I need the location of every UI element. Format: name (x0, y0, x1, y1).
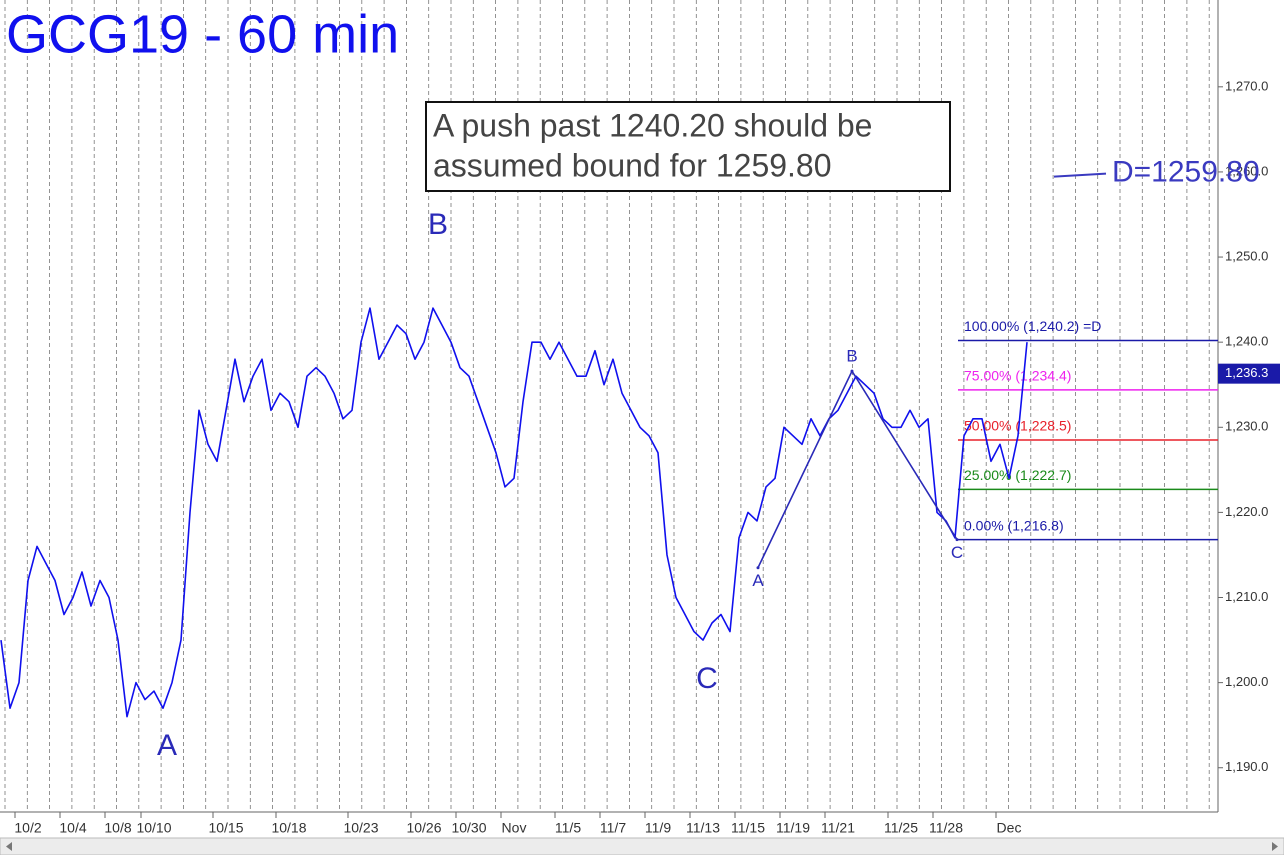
x-tick-label: 10/4 (59, 820, 86, 836)
pattern-label: A (752, 571, 764, 590)
x-tick-label: Dec (997, 820, 1022, 836)
wave-label: B (428, 208, 448, 241)
target-line (1053, 172, 1107, 178)
fib-label: 25.00% (1,222.7) (964, 467, 1071, 483)
wave-label: C (696, 662, 718, 695)
y-tick-label: 1,270.0 (1225, 78, 1268, 93)
y-tick-label: 1,190.0 (1225, 759, 1268, 774)
pattern-label: B (846, 347, 857, 366)
x-tick-label: 10/15 (208, 820, 243, 836)
x-tick-label: 11/25 (884, 820, 918, 836)
annotation-line: A push past 1240.20 should be (433, 107, 872, 143)
y-tick-label: 1,230.0 (1225, 419, 1268, 434)
pattern-line (757, 369, 958, 569)
pattern-label: C (951, 543, 963, 562)
scroll-right[interactable] (1272, 842, 1278, 851)
last-price-label: 1,236.3 (1225, 365, 1268, 380)
annotation-box (425, 101, 951, 192)
x-tick-label: 10/23 (343, 820, 378, 836)
x-tick-label: 10/8 (104, 820, 131, 836)
x-tick-label: 10/26 (406, 820, 441, 836)
y-tick-label: 1,240.0 (1225, 334, 1268, 349)
y-tick-label: 1,210.0 (1225, 589, 1268, 604)
y-tick-label: 1,200.0 (1225, 674, 1268, 689)
x-tick-label: 10/10 (136, 820, 171, 836)
y-tick-label: 1,250.0 (1225, 248, 1268, 263)
target-label: D=1259.80 (1112, 156, 1260, 189)
x-tick-label: 11/13 (686, 820, 720, 836)
y-tick-label: 1,220.0 (1225, 504, 1268, 519)
x-tick-label: 10/18 (271, 820, 306, 836)
x-tick-label: 11/15 (731, 820, 765, 836)
x-tick-label: 10/2 (14, 820, 41, 836)
x-tick-label: 10/30 (451, 820, 486, 836)
fib-label: 100.00% (1,240.2) =D (964, 318, 1101, 334)
y-tick-label: 1,260.0 (1225, 163, 1268, 178)
x-tick-label: 11/7 (600, 820, 626, 836)
fib-label: 75.00% (1,234.4) (964, 368, 1071, 384)
x-tick-label: 11/19 (776, 820, 810, 836)
x-tick-label: Nov (502, 820, 527, 836)
scrollbar[interactable] (0, 837, 1284, 855)
x-tick-label: 11/21 (821, 820, 855, 836)
x-tick-label: 11/5 (555, 820, 581, 836)
annotation-line: assumed bound for 1259.80 (433, 147, 832, 183)
wave-label: A (157, 729, 177, 762)
x-tick-label: 11/9 (645, 820, 671, 836)
x-tick-label: 11/28 (929, 820, 963, 836)
chart-title: GCG19 - 60 min (6, 4, 399, 64)
fib-label: 50.00% (1,228.5) (964, 418, 1071, 434)
scroll-left[interactable] (6, 842, 12, 851)
last-price-badge (1218, 363, 1280, 384)
fib-label: 0.00% (1,216.8) (964, 517, 1064, 533)
